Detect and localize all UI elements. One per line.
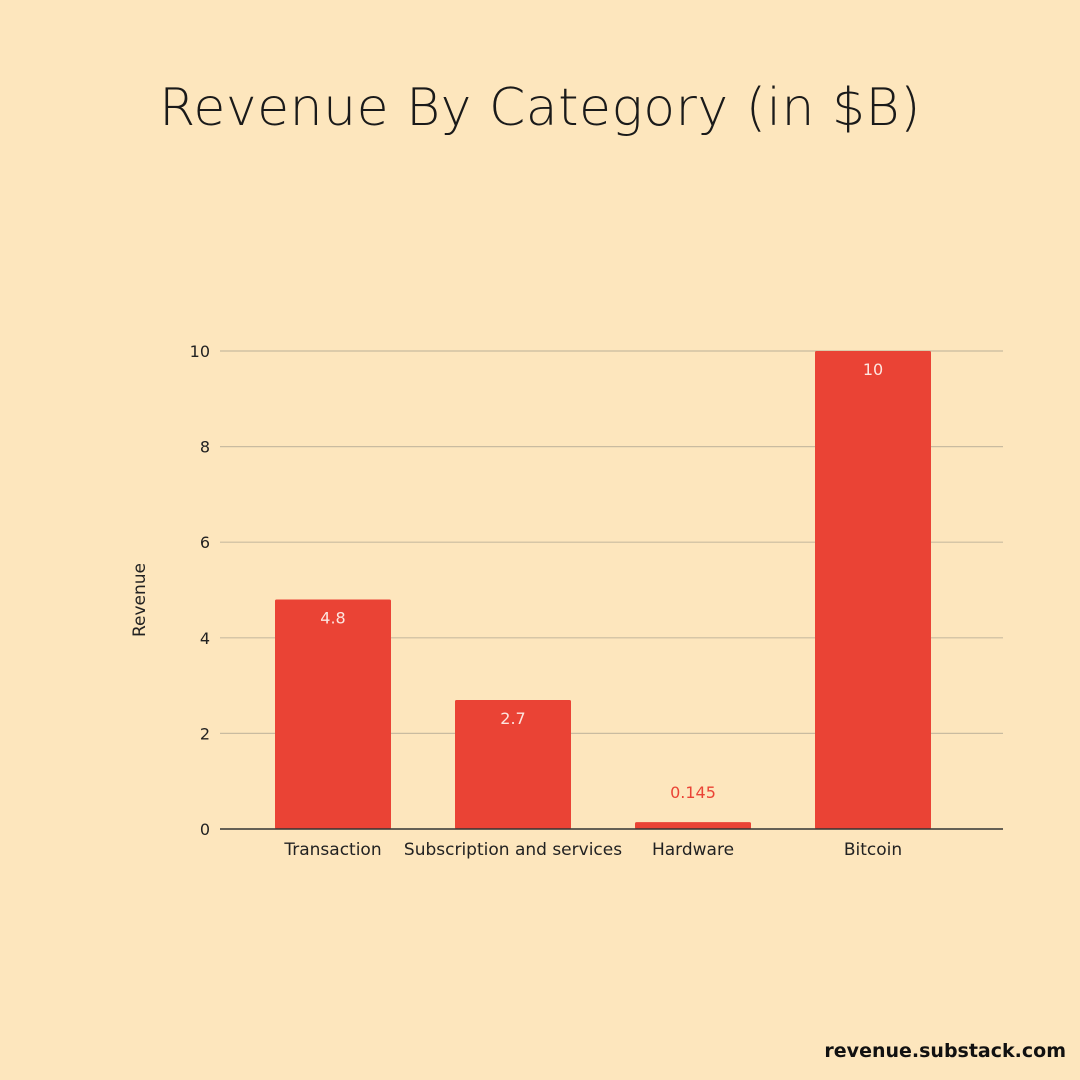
bars — [275, 351, 931, 829]
y-tick-label: 6 — [200, 533, 210, 552]
y-tick-label: 4 — [200, 629, 210, 648]
bar-hardware — [635, 822, 751, 829]
data-label: 2.7 — [500, 709, 525, 728]
x-tick-label: Hardware — [652, 840, 734, 860]
data-labels: 4.8 2.7 0.145 10 — [320, 360, 883, 802]
x-tick-label: Bitcoin — [844, 840, 902, 860]
data-label: 4.8 — [320, 609, 345, 628]
bar-bitcoin — [815, 351, 931, 829]
x-tick-labels: Transaction Subscription and services Hard… — [283, 840, 902, 860]
y-tick-labels: 0 2 4 6 8 10 — [190, 342, 210, 839]
x-tick-label: Subscription and services — [404, 840, 622, 860]
bar-transaction — [275, 599, 391, 829]
y-tick-label: 8 — [200, 438, 210, 457]
y-tick-label: 2 — [200, 724, 210, 743]
data-label: 10 — [863, 360, 883, 379]
bar-subscription-and-services — [455, 699, 571, 829]
y-tick-label: 0 — [200, 820, 210, 839]
y-axis-label: Revenue — [130, 563, 150, 637]
chart-title: Revenue By Category (in $B) — [159, 78, 921, 138]
data-label: 0.145 — [670, 783, 716, 802]
x-tick-label: Transaction — [283, 840, 381, 860]
y-tick-label: 10 — [190, 342, 210, 361]
source-footer: revenue.substack.com — [824, 1040, 1066, 1062]
